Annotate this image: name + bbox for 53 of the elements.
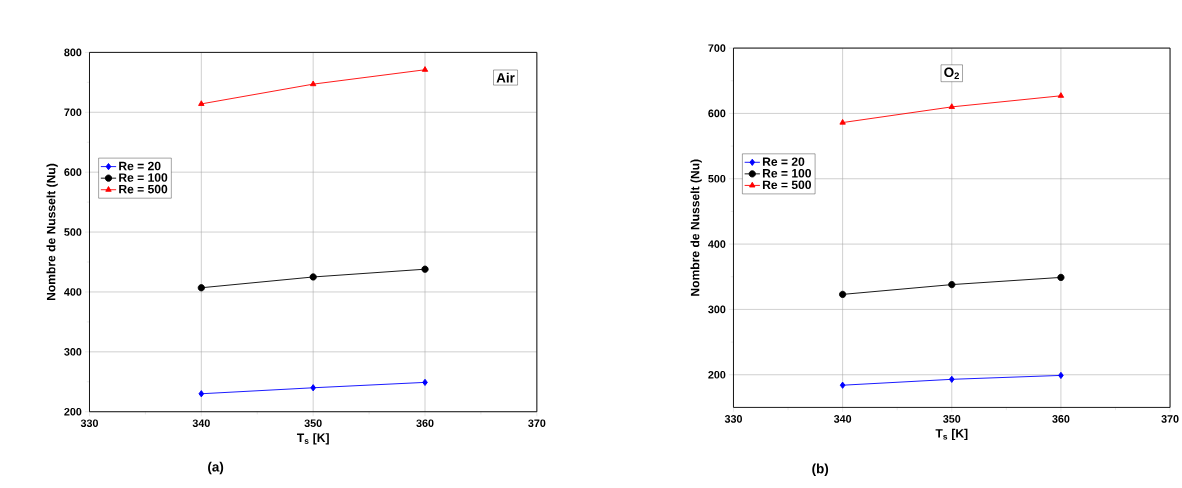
x-tick-label: 350 [304, 419, 322, 428]
x-tick-label: 360 [416, 419, 434, 428]
legend-label: Re = 100 [119, 173, 168, 182]
point [948, 103, 955, 110]
y-tick-label: 300 [708, 305, 726, 314]
point [197, 284, 205, 292]
y-tick-label: 200 [708, 371, 726, 379]
point [839, 381, 846, 389]
point [948, 375, 955, 384]
text: (b) [812, 463, 829, 477]
x-tick-label: 360 [1052, 415, 1070, 423]
y-tick-label: 400 [708, 240, 726, 248]
point [198, 390, 205, 398]
point [310, 384, 316, 392]
y-axis-title: Nombre de Nusselt (Nu) [46, 163, 58, 301]
y-tick-label: 600 [708, 109, 726, 118]
point [1057, 273, 1065, 282]
legend-label: Re = 100 [762, 169, 812, 178]
x-axis-title: T$_{s}$ [K] [935, 428, 968, 441]
x-tick-label: 370 [1161, 415, 1179, 423]
point [839, 119, 846, 125]
point [948, 281, 956, 289]
y-tick-label: 800 [64, 48, 82, 57]
y-tick-label: 200 [64, 408, 82, 416]
point [198, 100, 205, 107]
legend-label: Re = 20 [119, 161, 161, 171]
y-tick-label: 500 [64, 228, 82, 236]
point [1057, 92, 1065, 98]
y-tick-label: 500 [708, 175, 726, 183]
point [839, 290, 847, 299]
y-tick-label: 300 [64, 348, 82, 356]
x-tick-label: 370 [528, 419, 546, 428]
y-tick-label: 700 [708, 44, 726, 52]
annotation: Air [496, 72, 515, 83]
point [421, 265, 429, 273]
legend-label: Re = 20 [762, 157, 805, 167]
y-tick-label: 400 [64, 288, 82, 296]
y-tick-label: 700 [64, 108, 82, 117]
x-tick-label: 330 [724, 415, 742, 423]
legend-label: Re = 500 [762, 180, 812, 190]
x-tick-label: 340 [192, 419, 210, 428]
annotation: O$_{2}$ [944, 67, 959, 80]
legend-label: Re = 500 [119, 184, 168, 194]
y-axis-title: Nombre de Nusselt (Nu) [690, 159, 702, 296]
y-tick-label: 600 [64, 168, 82, 177]
x-tick-label: 330 [80, 419, 98, 428]
x-tick-label: 350 [943, 415, 961, 423]
text: (a) [208, 461, 224, 475]
x-axis-title: T$_{s}$ [K] [296, 433, 329, 445]
point [421, 66, 429, 72]
point [309, 273, 317, 281]
x-tick-label: 340 [833, 415, 852, 423]
point [309, 80, 317, 87]
